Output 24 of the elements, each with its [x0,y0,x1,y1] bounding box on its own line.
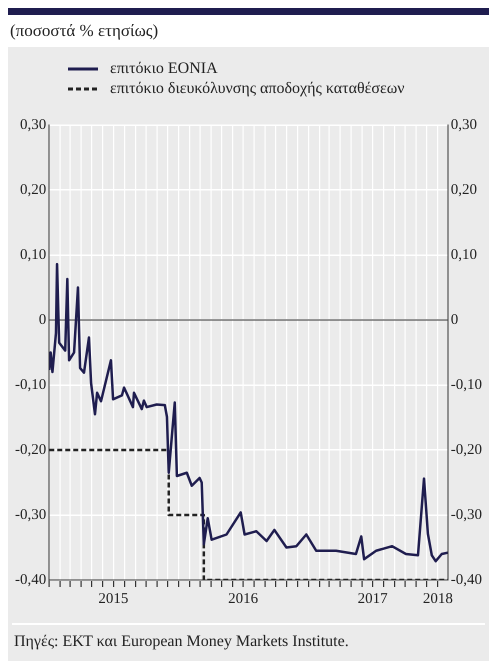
y2-tick-label: -0,40 [450,572,482,588]
y2-tick-label: 0,10 [450,246,478,263]
y-tick-label: -0,10 [14,376,46,393]
y2-tick-label: -0,10 [450,376,482,393]
y2-tick-label: 0,30 [450,116,478,133]
y-tick-label: -0,40 [14,572,46,588]
chart-title: (ποσοστά % ετησίως) [9,20,160,42]
y2-tick-label: 0 [450,312,458,328]
y-tick-label: 0,10 [20,246,46,263]
y2-tick-label: -0,30 [450,506,482,523]
y-tick-label: -0,20 [14,442,46,458]
text: Πηγές: ΕΚΤ και European Money Markets Institute. [13,632,350,652]
y-tick-label: 0 [38,312,46,328]
legend-label: επιτόκιο διευκόλυνσης αποδοχής καταθέσεων [110,79,404,99]
x-tick-label: 2016 [228,590,259,607]
x-tick-label: 2015 [98,590,128,607]
legend-label: επιτόκιο EONIA [110,59,218,79]
y-tick-label: 0,30 [20,116,46,133]
y2-tick-label: -0,20 [450,442,482,458]
x-tick-label: 2017 [358,590,388,607]
y-tick-label: 0,20 [20,182,46,198]
y2-tick-label: 0,20 [450,182,478,198]
x-tick-label: 2018 [422,590,453,607]
y-tick-label: -0,30 [14,506,46,523]
